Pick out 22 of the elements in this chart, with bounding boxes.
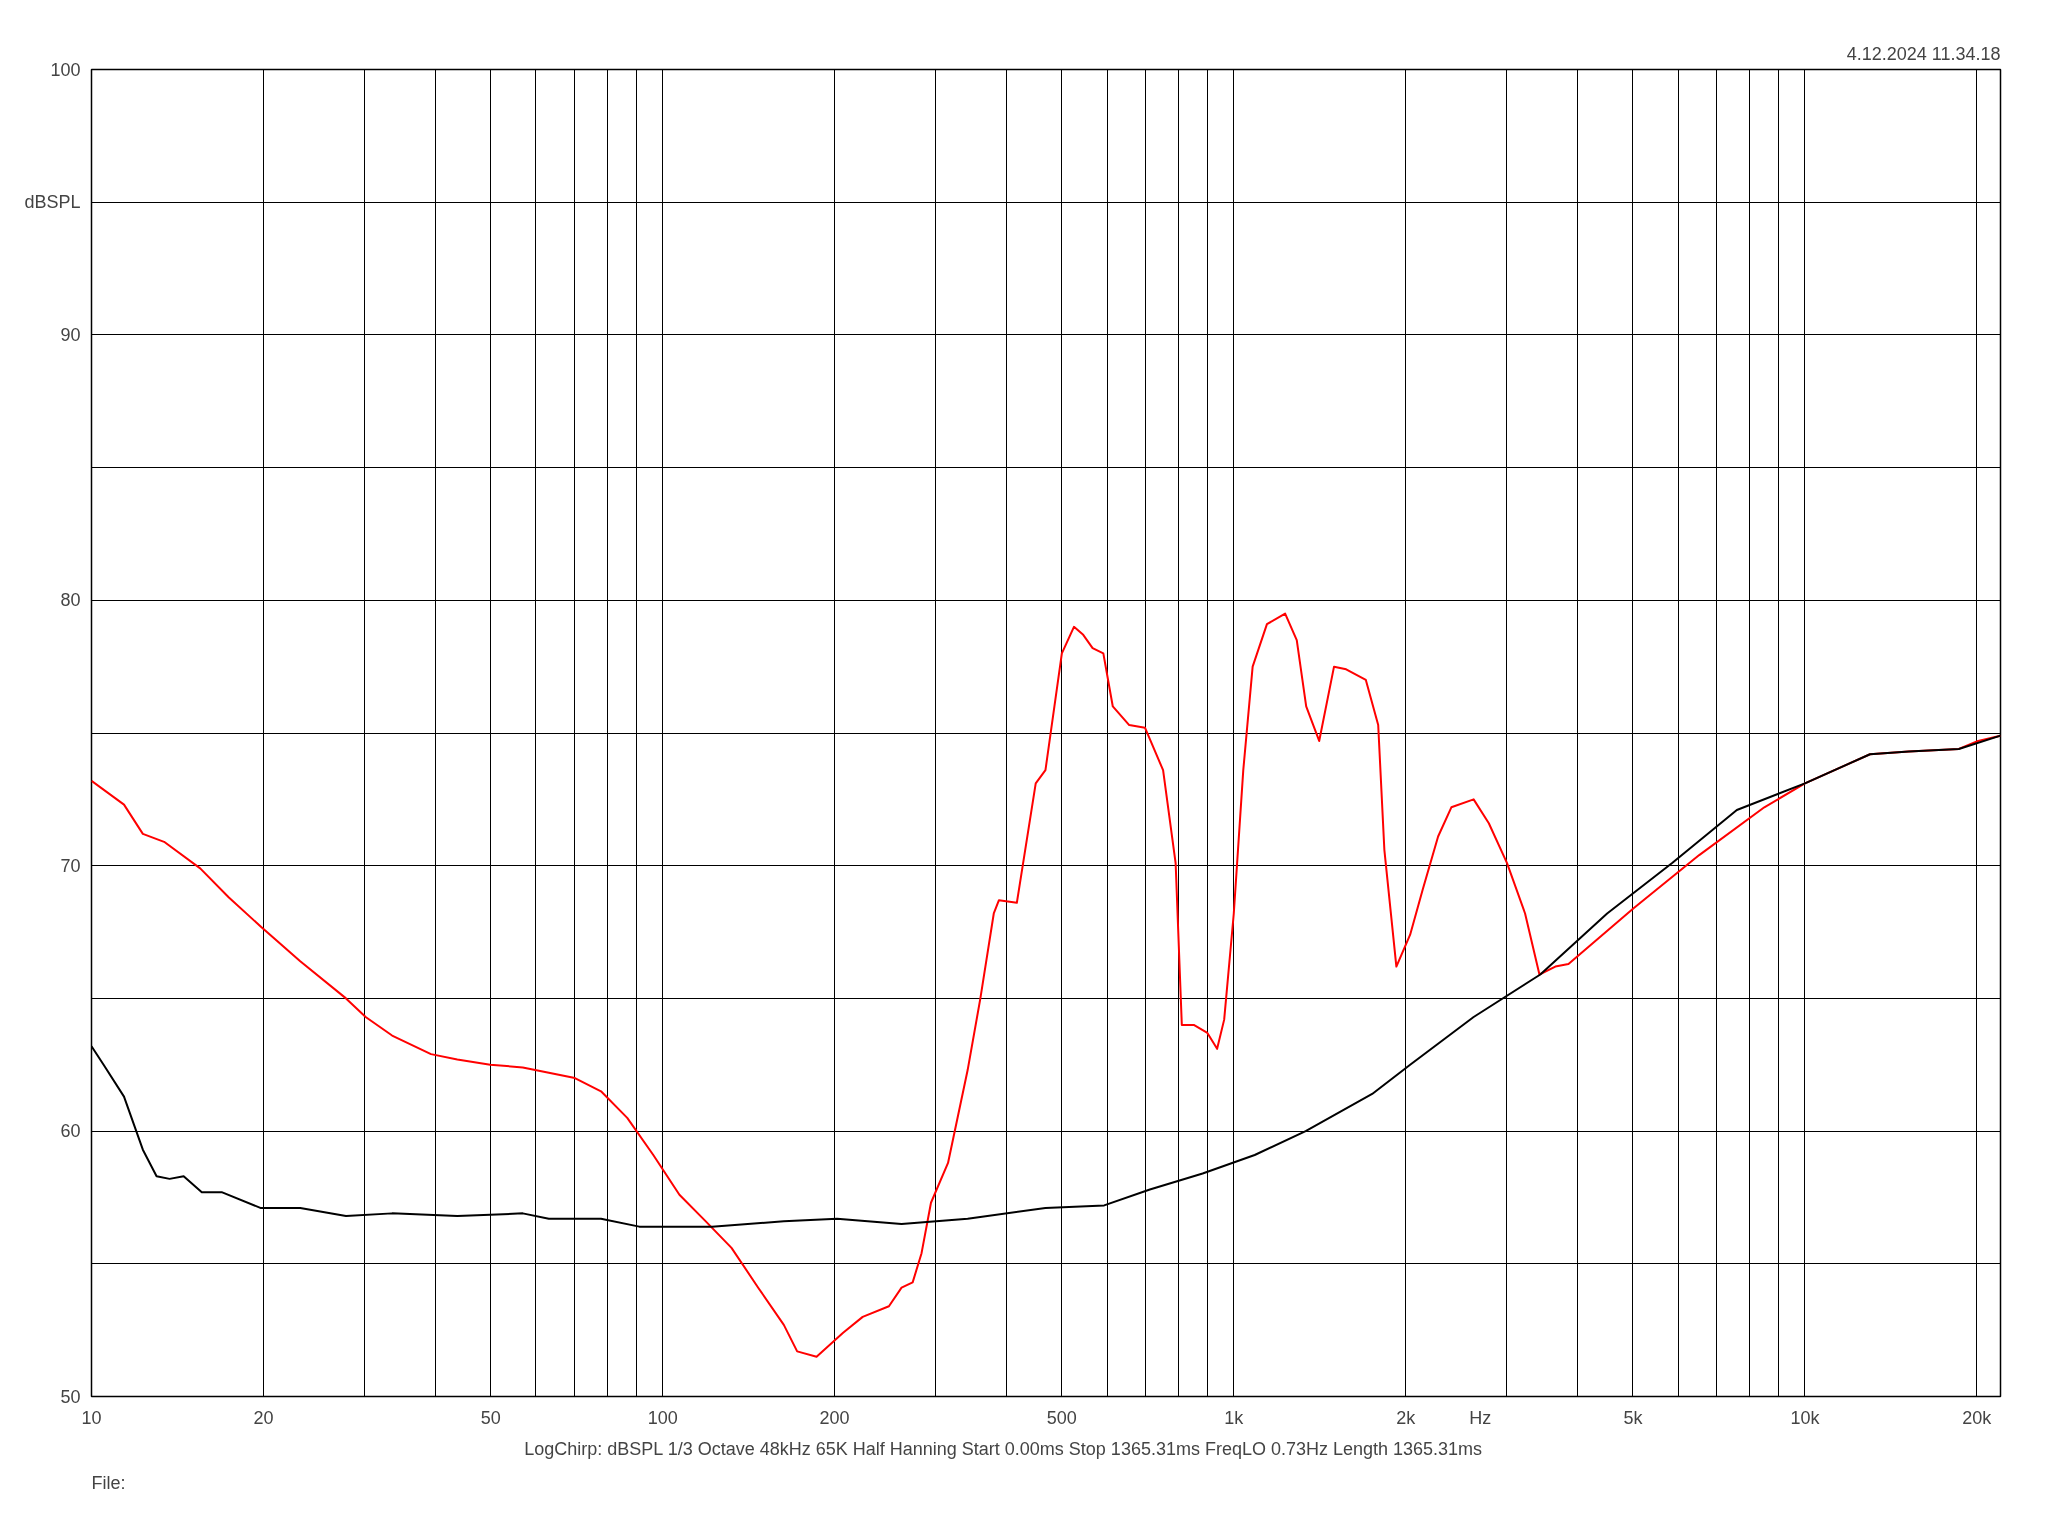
y-tick-label: 50 [60, 1386, 81, 1407]
x-tick-label: 1k [1224, 1407, 1245, 1428]
x-axis-title: Hz [1469, 1407, 1492, 1428]
x-tick-label: 100 [647, 1407, 678, 1428]
x-tick-label: 10 [81, 1407, 102, 1428]
y-tick-label: dBSPL [24, 192, 81, 213]
text: LogChirp: dBSPL 1/3 Octave 48kHz 65K Half Hanning Start 0.00ms Stop 1365.31ms FreqLO 0.73Hz Length 1365.31ms [524, 1438, 1483, 1459]
x-tick-label: 500 [1046, 1407, 1077, 1428]
x-tick-label: 10k [1790, 1407, 1821, 1428]
x-tick-label: 5k [1623, 1407, 1644, 1428]
text: File: [91, 1472, 126, 1493]
y-tick-label: 80 [60, 590, 81, 611]
y-tick-label: 90 [60, 324, 81, 345]
x-tick-label: 50 [480, 1407, 501, 1428]
y-tick-label: 70 [60, 855, 81, 876]
text: 4.12.2024 11.34.18 [1846, 43, 2001, 64]
y-tick-label: 100 [50, 59, 81, 80]
x-tick-label: 20k [1962, 1407, 1993, 1428]
x-tick-label: 2k [1396, 1407, 1417, 1428]
y-tick-label: 60 [60, 1121, 81, 1142]
x-tick-label: 20 [253, 1407, 274, 1428]
x-tick-label: 200 [819, 1407, 850, 1428]
